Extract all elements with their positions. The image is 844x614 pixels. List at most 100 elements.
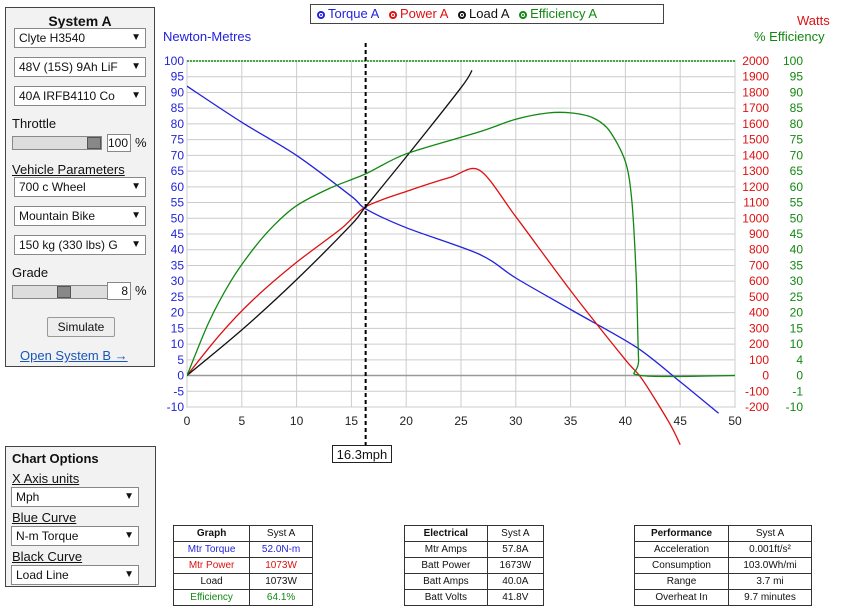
performance-chart[interactable]: 0 5 10 15 20 25 30 35 40 45 50-10-5051015202530354… <box>0 0 844 470</box>
series-line-load-a <box>187 70 473 377</box>
table-header: Syst A <box>728 525 812 542</box>
throttle-slider-thumb[interactable] <box>87 137 101 149</box>
table-cell-value: 64.1% <box>249 589 313 606</box>
efficiency-tick-label: 25 <box>790 290 804 304</box>
table-row: Load 1073W <box>172 573 313 590</box>
motor-select[interactable]: Clyte H3540 ▼ <box>14 28 146 48</box>
chevron-down-icon: ▼ <box>122 488 134 506</box>
efficiency-tick-label: 10 <box>790 337 804 351</box>
blue-curve-select[interactable]: N-m Torque ▼ <box>11 526 139 546</box>
chevron-down-icon: ▼ <box>129 178 141 196</box>
graph-table: Graph Syst A Mtr Torque 52.0N-m Mtr Powe… <box>172 525 313 606</box>
chart-series <box>187 70 736 445</box>
battery-select[interactable]: 48V (15S) 9Ah LiF ▼ <box>14 57 146 77</box>
weight-select[interactable]: 150 kg (330 lbs) G ▼ <box>14 235 146 255</box>
table-cell-label: Load <box>172 573 251 590</box>
table-cell-value: 3.7 mi <box>728 573 812 590</box>
efficiency-axis-title: % Efficiency <box>754 29 825 44</box>
chart-options-title: Chart Options <box>12 451 99 466</box>
table-row: Mtr Power 1073W <box>172 557 313 574</box>
efficiency-tick-label: 90 <box>790 85 804 99</box>
x-axis-units-select[interactable]: Mph ▼ <box>11 487 139 507</box>
speed-cursor-label[interactable]: 16.3mph <box>331 445 393 463</box>
efficiency-tick-label: 60 <box>790 180 804 194</box>
watts-tick-label: 0 <box>762 369 769 383</box>
performance-table: Performance Syst A Acceleration 0.001ft/… <box>633 525 812 606</box>
watts-tick-label: 800 <box>749 243 769 257</box>
grade-slider-thumb[interactable] <box>57 286 71 298</box>
watts-tick-label: 200 <box>749 337 769 351</box>
left-tick-label: 75 <box>171 133 185 147</box>
x-tick-label: 5 <box>238 414 245 428</box>
left-tick-label: 70 <box>171 148 185 162</box>
table-row: Mtr Torque 52.0N-m <box>172 541 313 558</box>
table-cell-value: 40.0A <box>486 573 545 590</box>
table-row: Acceleration 0.001ft/s² <box>633 541 812 558</box>
x-tick-label: 40 <box>619 414 633 428</box>
black-curve-select[interactable]: Load Line ▼ <box>11 565 139 585</box>
electrical-table: Electrical Syst A Mtr Amps 57.8A Batt Po… <box>404 525 545 606</box>
left-tick-label: 5 <box>177 353 184 367</box>
left-tick-label: -5 <box>173 384 184 398</box>
table-cell-value: 41.8V <box>486 589 545 606</box>
efficiency-tick-label: 0 <box>796 369 803 383</box>
series-line-power-a <box>187 167 681 445</box>
simulate-button[interactable]: Simulate <box>47 317 115 337</box>
table-row: Efficiency 64.1% <box>172 589 313 606</box>
throttle-slider[interactable] <box>12 136 102 150</box>
legend-item-power[interactable]: Power A <box>388 6 448 21</box>
table-cell-value: 1073W <box>249 557 313 574</box>
efficiency-tick-label: 40 <box>790 243 804 257</box>
efficiency-tick-label: 45 <box>790 227 804 241</box>
table-row: Batt Amps 40.0A <box>404 573 545 590</box>
left-tick-label: 55 <box>171 196 185 210</box>
efficiency-tick-label: 85 <box>790 101 804 115</box>
x-tick-label: 50 <box>728 414 742 428</box>
left-tick-label: 35 <box>171 258 185 272</box>
efficiency-tick-label: 15 <box>790 321 804 335</box>
table-cell-value: 57.8A <box>486 541 545 558</box>
black-curve-label: Black Curve <box>12 549 83 564</box>
table-cell-value: 0.001ft/s² <box>728 541 812 558</box>
efficiency-tick-label: 70 <box>790 148 804 162</box>
table-cell-value: 1673W <box>486 557 545 574</box>
watts-tick-label: 300 <box>749 321 769 335</box>
legend-item-torque[interactable]: Torque A <box>317 6 379 21</box>
battery-select-value: 48V (15S) 9Ah LiF <box>19 60 118 74</box>
controller-select[interactable]: 40A IRFB4110 Co ▼ <box>14 86 146 106</box>
watts-tick-label: -200 <box>745 400 769 414</box>
throttle-input[interactable]: 100 <box>107 134 131 152</box>
table-cell-label: Batt Amps <box>404 573 488 590</box>
watts-tick-label: 1800 <box>742 85 769 99</box>
efficiency-tick-label: -10 <box>786 400 804 414</box>
left-tick-label: 20 <box>171 306 185 320</box>
left-tick-label: 90 <box>171 85 185 99</box>
system-a-title: System A <box>48 13 112 29</box>
watts-tick-label: 2000 <box>742 54 769 68</box>
x-tick-label: 10 <box>290 414 304 428</box>
legend-item-efficiency[interactable]: Efficiency A <box>519 6 597 21</box>
bike-type-select-value: Mountain Bike <box>19 209 96 223</box>
open-system-b-link[interactable]: Open System B → <box>20 348 128 363</box>
radio-icon <box>388 11 397 19</box>
x-tick-label: 15 <box>345 414 359 428</box>
watts-tick-label: 1500 <box>742 133 769 147</box>
radio-icon <box>317 11 325 19</box>
x-tick-label: 20 <box>400 414 414 428</box>
table-cell-value: 52.0N-m <box>249 541 313 558</box>
left-tick-label: -10 <box>167 400 185 414</box>
x-tick-label: 35 <box>564 414 578 428</box>
legend-item-load[interactable]: Load A <box>458 6 510 21</box>
table-cell-label: Range <box>633 573 730 590</box>
table-header: Performance <box>633 525 730 542</box>
efficiency-tick-label: 95 <box>790 70 804 84</box>
blue-curve-label: Blue Curve <box>12 510 77 525</box>
blue-curve-value: N-m Torque <box>16 529 79 543</box>
bike-type-select[interactable]: Mountain Bike ▼ <box>14 206 146 226</box>
efficiency-tick-label: 55 <box>790 196 804 210</box>
watts-tick-label: 1700 <box>742 101 769 115</box>
grade-input[interactable]: 8 <box>107 282 131 300</box>
watts-tick-label: 1300 <box>742 164 769 178</box>
chart-options-panel: Chart Options X Axis units Mph ▼ Blue Cu… <box>5 446 156 587</box>
wheel-select[interactable]: 700 c Wheel ▼ <box>14 177 146 197</box>
